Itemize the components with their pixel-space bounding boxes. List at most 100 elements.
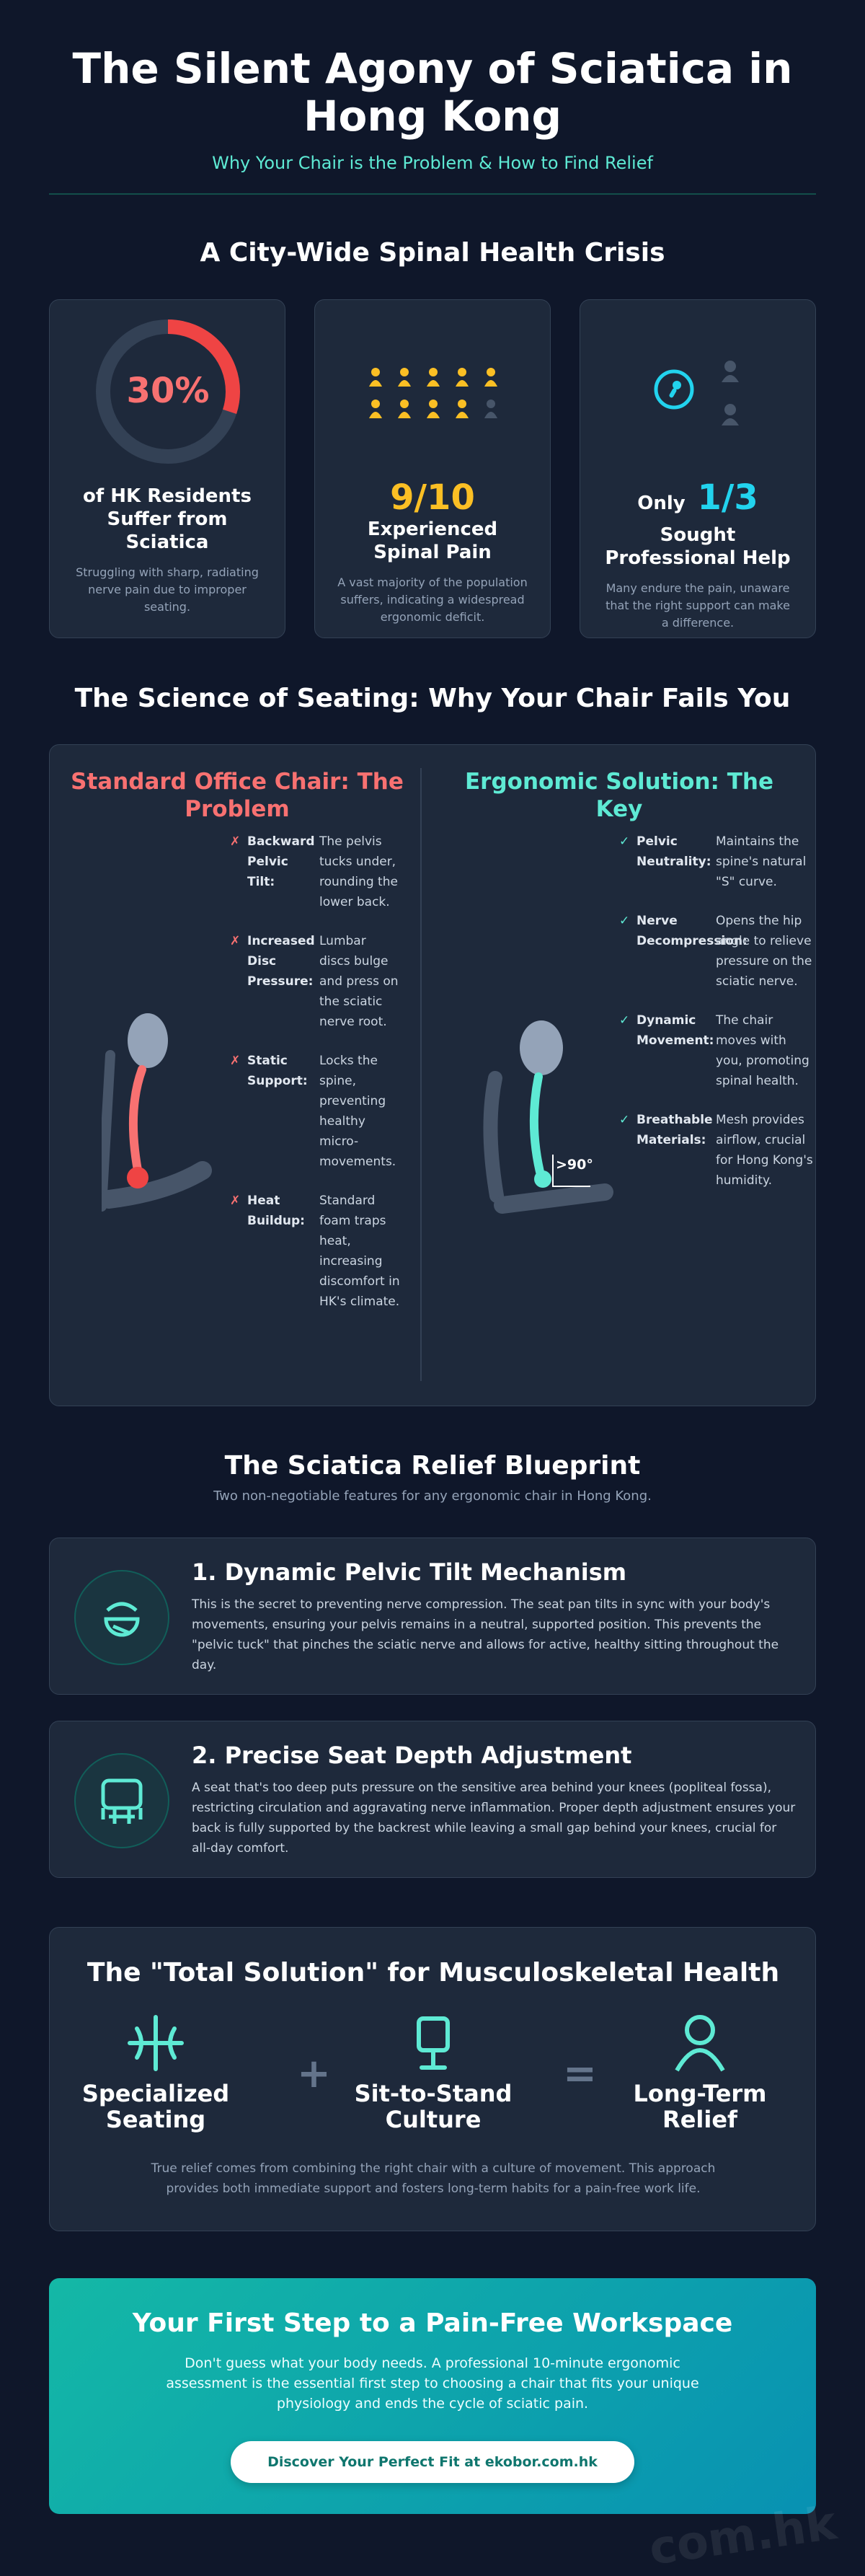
angle-label: >90°: [556, 1157, 593, 1173]
stat: 9/10: [390, 477, 475, 518]
help-icon: [654, 361, 739, 425]
person-body: [398, 380, 411, 387]
item-text: Lumbar discs bulge and press on the scia…: [319, 934, 399, 1029]
list-item: ✓ Pelvic Neutrality: Maintains the spine's…: [619, 832, 814, 892]
total-equation: Specialized Seating + Sit-to-Stand Cultu…: [50, 2014, 817, 2137]
person-body: [484, 412, 497, 418]
feature-text: A seat that's too deep puts pressure on …: [192, 1781, 796, 1856]
stat-line: Only 1/3: [637, 477, 758, 524]
people: [369, 368, 497, 418]
cta-button[interactable]: Discover Your Perfect Fit at ekobor.com.…: [231, 2441, 634, 2483]
person-body: [427, 412, 440, 418]
card-title: Experienced Spinal Pain: [367, 519, 498, 563]
stat-card: 30% of HK Residents Suffer from Sciatica…: [49, 299, 285, 638]
item-label: Increased Disc Pressure:: [247, 934, 315, 989]
operator: =: [563, 2050, 597, 2097]
person-head: [429, 400, 438, 408]
stat-prefix: Only: [637, 493, 686, 514]
person-body: [427, 380, 440, 387]
item-marker: ✗: [230, 934, 241, 948]
comparison-panel: Standard Office Chair: The Problem ✗ Back…: [49, 744, 816, 1406]
person-head: [400, 400, 409, 408]
list-item: ✗ Increased Disc Pressure: Lumbar discs bu…: [230, 931, 400, 1032]
item-marker: ✗: [230, 1194, 241, 1208]
list-item: ✗ Heat Buildup: Standard foam traps heat, …: [230, 1191, 400, 1312]
problem-list: ✗ Backward Pelvic Tilt: The pelvis tucks u…: [230, 832, 400, 1331]
list-item: ✗ Backward Pelvic Tilt: The pelvis tucks u…: [230, 832, 400, 912]
stand-icon: [417, 2016, 450, 2070]
problem-title: Standard Office Chair: The Problem: [71, 769, 404, 822]
stat: 30%: [127, 371, 210, 411]
list-item: ✓ Dynamic Movement: The chair moves with y…: [619, 1010, 814, 1091]
feature-title: 2. Precise Seat Depth Adjustment: [192, 1742, 632, 1769]
list-item: ✓ Breathable Materials: Mesh provides airf…: [619, 1110, 814, 1191]
item-marker: ✓: [619, 914, 630, 928]
total-text: True relief comes from combining the rig…: [151, 2161, 716, 2196]
people-icons: [337, 300, 528, 480]
item-text: Opens the hip angle to relieve pressure …: [716, 914, 812, 989]
item-text: Mesh provides airflow, crucial for Hong …: [716, 1113, 813, 1188]
item-label: Dynamic Movement:: [636, 1013, 714, 1048]
donut-area: 30%: [71, 300, 263, 480]
total-item: Long-Term Relief: [633, 2080, 767, 2133]
item-marker: ✓: [619, 834, 630, 849]
feature-title: 1. Dynamic Pelvic Tilt Mechanism: [192, 1558, 627, 1586]
person-body: [369, 380, 382, 387]
person-head: [429, 368, 438, 376]
total-item: Sit-to-Stand Culture: [354, 2080, 513, 2133]
divider: [49, 193, 816, 195]
feature-card: 2. Precise Seat Depth Adjustment A seat …: [49, 1721, 816, 1878]
item-text: Standard foam traps heat, increasing dis…: [319, 1194, 400, 1309]
card-title: of HK Residents Suffer from Sciatica: [83, 485, 252, 553]
bad-chair: [102, 1013, 212, 1212]
section-heading: The Science of Seating: Why Your Chair F…: [74, 684, 791, 713]
solution-title: Ergonomic Solution: The Key: [465, 769, 773, 822]
card-title: Sought Professional Help: [605, 524, 791, 569]
item-label: Backward Pelvic Tilt:: [247, 834, 315, 889]
person-head: [458, 400, 466, 408]
stat-card: 9/10 Experienced Spinal Pain A vast majo…: [314, 299, 551, 638]
stat: 1/3: [697, 477, 758, 518]
person-head: [487, 368, 495, 376]
item-marker: ✗: [230, 1054, 241, 1068]
section-subtitle: Two non-negotiable features for any ergo…: [213, 1488, 652, 1504]
list-item: ✗ Static Support: Locks the spine, prevent…: [230, 1051, 400, 1172]
item-marker: ✓: [619, 1013, 630, 1028]
column-divider: [420, 768, 422, 1381]
card-text: Struggling with sharp, radiating nerve p…: [76, 565, 259, 614]
person-body: [398, 412, 411, 418]
person-body: [369, 412, 382, 418]
person-head: [487, 400, 495, 408]
item-marker: ✓: [619, 1113, 630, 1127]
item-label: Heat Buildup:: [247, 1194, 305, 1228]
item-text: Maintains the spine's natural "S" curve.: [716, 834, 807, 889]
cta-text: Don't guess what your body needs. A prof…: [166, 2355, 699, 2412]
item-label: Breathable Materials:: [636, 1113, 713, 1147]
person-body: [484, 380, 497, 387]
person-body: [456, 380, 469, 387]
solution-list: ✓ Pelvic Neutrality: Maintains the spine's…: [619, 832, 814, 1209]
card-text: Many endure the pain, unaware that the r…: [606, 581, 790, 630]
operator: +: [297, 2050, 331, 2097]
feature-card: 1. Dynamic Pelvic Tilt Mechanism This is…: [49, 1538, 816, 1695]
stat-card: Only 1/3 Sought Professional Help Many e…: [580, 299, 816, 638]
feature-text: This is the secret to preventing nerve c…: [192, 1597, 779, 1672]
person-body: [456, 412, 469, 418]
total-panel: The "Total Solution" for Musculoskeletal…: [49, 1927, 816, 2231]
person-head: [458, 368, 466, 376]
item-label: Pelvic Neutrality:: [636, 834, 711, 869]
item-marker: ✗: [230, 834, 241, 849]
person-head: [400, 368, 409, 376]
total-heading: The "Total Solution" for Musculoskeletal…: [86, 1958, 780, 1988]
item-label: Nerve Decompression:: [636, 914, 748, 948]
item-text: Locks the spine, preventing healthy micr…: [319, 1054, 396, 1169]
subtitle: Why Your Chair is the Problem & How to F…: [212, 153, 653, 173]
help-icons: [602, 300, 794, 480]
section-heading: A City-Wide Spinal Health Crisis: [200, 238, 665, 268]
item-text: The chair moves with you, promoting spin…: [716, 1013, 809, 1088]
seating-icon: [128, 2015, 184, 2071]
list-item: ✓ Nerve Decompression: Opens the hip angle…: [619, 911, 814, 992]
good-chair: >90°: [483, 1020, 613, 1214]
person-head: [371, 400, 380, 408]
donut: 30%: [96, 319, 240, 464]
